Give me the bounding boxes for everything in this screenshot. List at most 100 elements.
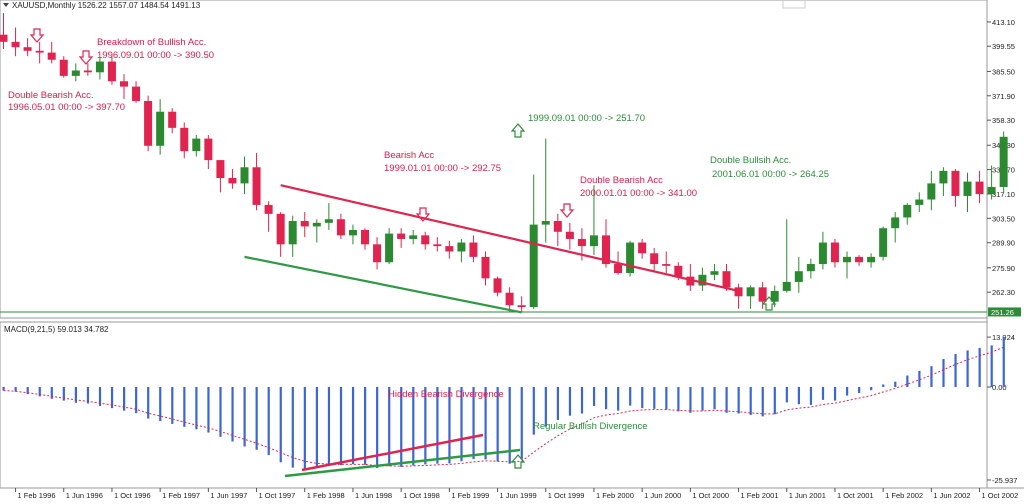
macd-tick-label: -25.937 bbox=[992, 476, 1017, 485]
macd-bar bbox=[882, 384, 885, 387]
time-tick-label: 1 Feb 2000 bbox=[596, 491, 634, 500]
macd-info: MACD(9,21,5) 59.013 34.782 bbox=[4, 325, 109, 334]
time-tick-label: 1 Feb 1996 bbox=[18, 491, 56, 500]
time-tick-label: 1 Jun 2001 bbox=[789, 491, 826, 500]
bear-candle bbox=[397, 233, 406, 239]
macd-bar bbox=[978, 347, 981, 387]
bull-candle bbox=[409, 235, 418, 239]
macd-bar bbox=[388, 386, 391, 467]
time-tick-label: 1 Jun 2000 bbox=[644, 491, 681, 500]
window-corner-box bbox=[782, 0, 806, 9]
macd-bar bbox=[592, 386, 596, 406]
bull-candle bbox=[770, 290, 779, 302]
time-tick-label: 1 Jun 1997 bbox=[210, 491, 247, 500]
bear-candle bbox=[650, 253, 659, 265]
annotation-hidden-bearish: Hidden Bearish Divergence bbox=[388, 389, 504, 400]
macd-bar bbox=[605, 386, 608, 410]
bear-candle bbox=[565, 231, 574, 239]
macd-bar bbox=[50, 386, 53, 399]
time-axis-ticks: 1 Feb 1996 1 Jun 1996 1 Oct 1996 1 Feb 1997… bbox=[15, 488, 1018, 500]
bull-candle bbox=[939, 170, 948, 184]
annotation-bearish-acc-line2: 1999.01.01 00:00 -> 292.75 bbox=[384, 163, 501, 174]
bear-candle bbox=[361, 229, 369, 245]
macd-bar bbox=[556, 386, 559, 420]
macd-pane bbox=[0, 321, 988, 489]
down-arrow-icon bbox=[559, 203, 575, 218]
bear-candle bbox=[132, 86, 141, 101]
annotation-double-bearish-2-line2: 2000.01.01 00:00 -> 341.00 bbox=[580, 188, 697, 199]
macd-bar bbox=[147, 386, 150, 419]
macd-bar bbox=[400, 386, 403, 467]
annotation-double-bullish-line1: Double Bullsih Acc. bbox=[710, 155, 791, 166]
annotation-bullish-1999-line1: 1999.09.01 00:00 -> 251.70 bbox=[528, 113, 645, 124]
bull-candle bbox=[746, 287, 755, 297]
macd-bar bbox=[858, 386, 861, 394]
macd-bar bbox=[894, 381, 897, 387]
macd-green-divergence-line bbox=[284, 448, 521, 478]
bear-candle bbox=[505, 292, 514, 306]
macd-bar bbox=[532, 386, 535, 435]
macd-bar bbox=[761, 386, 764, 417]
bull-candle bbox=[457, 242, 466, 252]
macd-bar bbox=[243, 386, 246, 447]
trendline-green-support bbox=[244, 255, 522, 314]
macd-bar bbox=[472, 386, 475, 460]
macd-bar bbox=[508, 386, 511, 464]
macd-bar bbox=[26, 386, 29, 395]
bull-candle bbox=[324, 219, 333, 223]
macd-bar bbox=[1002, 337, 1005, 387]
time-tick-label: 1 Feb 1999 bbox=[451, 491, 489, 500]
bull-candle bbox=[529, 224, 538, 308]
bull-candle bbox=[95, 61, 104, 73]
macd-bar bbox=[737, 386, 740, 414]
macd-bar bbox=[809, 386, 813, 405]
time-tick-label: 1 Jun 1998 bbox=[355, 491, 392, 500]
time-tick-label: 1 Feb 2001 bbox=[741, 491, 779, 500]
annotation-breakdown-line2: 1996.09.01 00:00 -> 390.50 bbox=[97, 50, 214, 61]
macd-bar bbox=[484, 386, 487, 460]
bear-candle bbox=[758, 287, 767, 302]
macd-bar bbox=[448, 386, 451, 464]
macd-bar bbox=[98, 386, 102, 406]
down-arrow-icon bbox=[415, 207, 431, 222]
bear-candle bbox=[481, 256, 490, 279]
macd-bar bbox=[135, 386, 138, 414]
bear-candle bbox=[144, 100, 153, 146]
macd-bar bbox=[460, 386, 463, 462]
annotation-bearish-acc-line1: Bearish Acc bbox=[384, 150, 434, 161]
macd-bar bbox=[785, 386, 788, 403]
bear-candle bbox=[264, 204, 273, 214]
bull-candle bbox=[891, 217, 900, 229]
bull-candle bbox=[879, 228, 888, 257]
macd-bar bbox=[327, 386, 331, 466]
bull-candle bbox=[999, 136, 1008, 187]
bull-candle bbox=[626, 242, 635, 273]
bear-candle bbox=[83, 70, 92, 73]
bull-candle bbox=[794, 271, 803, 282]
macd-bar bbox=[580, 386, 584, 414]
trendline-red-resistance bbox=[280, 184, 739, 292]
bear-candle bbox=[276, 213, 285, 245]
macd-bar bbox=[833, 386, 837, 401]
bear-candle bbox=[180, 127, 189, 152]
bear-candle bbox=[120, 81, 128, 87]
annotation-double-bearish-2-line1: Double Bearish Acc bbox=[580, 175, 663, 186]
macd-signal-line bbox=[3, 346, 1004, 467]
bear-candle bbox=[216, 160, 225, 179]
macd-bar bbox=[701, 386, 704, 411]
macd-bar bbox=[797, 386, 800, 405]
annotation-double-bullish-line2: 2001.06.01 00:00 -> 264.25 bbox=[712, 169, 829, 180]
symbol-dropdown-icon[interactable] bbox=[3, 3, 9, 7]
macd-bar bbox=[279, 386, 282, 463]
macd-bar bbox=[520, 386, 523, 460]
macd-bar bbox=[267, 386, 270, 456]
price-tick-label: 303.50 bbox=[992, 214, 1015, 223]
bull-candle bbox=[782, 281, 791, 291]
bear-candle bbox=[975, 181, 984, 195]
macd-bar bbox=[954, 354, 957, 387]
bull-candle bbox=[288, 221, 297, 245]
bear-candle bbox=[830, 242, 839, 263]
bear-candle bbox=[638, 242, 647, 254]
bear-candle bbox=[577, 238, 586, 247]
macd-bar bbox=[846, 386, 849, 396]
